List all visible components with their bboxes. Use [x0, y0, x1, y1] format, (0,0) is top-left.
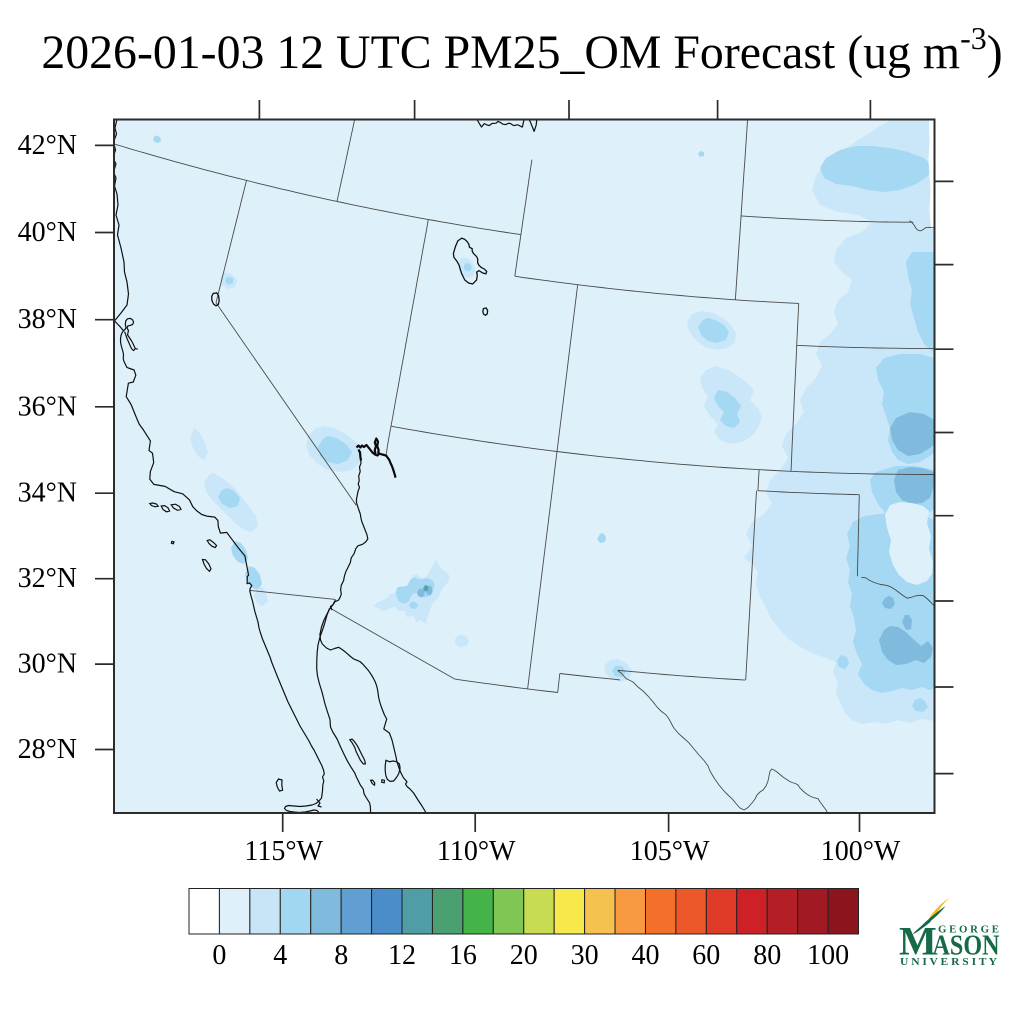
svg-text:28°N: 28°N	[18, 734, 77, 765]
svg-text:4: 4	[273, 940, 287, 971]
svg-text:100: 100	[807, 940, 849, 971]
svg-text:30: 30	[571, 940, 599, 971]
svg-text:60: 60	[692, 940, 720, 971]
svg-text:38°N: 38°N	[18, 304, 77, 335]
svg-text:110°W: 110°W	[437, 836, 516, 867]
svg-text:ASON: ASON	[933, 931, 1000, 962]
svg-text:80: 80	[753, 940, 781, 971]
svg-text:8: 8	[334, 940, 348, 971]
svg-text:115°W: 115°W	[244, 836, 323, 867]
svg-text:2026-01-03 12 UTC PM25_OM Fore: 2026-01-03 12 UTC PM25_OM Forecast (ug m…	[41, 20, 1002, 79]
svg-text:40°N: 40°N	[18, 217, 77, 248]
svg-text:M: M	[899, 919, 937, 964]
svg-text:32°N: 32°N	[18, 563, 77, 594]
svg-text:12: 12	[388, 940, 416, 971]
svg-text:36°N: 36°N	[18, 391, 77, 422]
svg-text:16: 16	[449, 940, 477, 971]
svg-text:34°N: 34°N	[18, 478, 77, 509]
svg-text:105°W: 105°W	[630, 836, 710, 867]
svg-text:0: 0	[212, 940, 226, 971]
svg-text:30°N: 30°N	[18, 649, 77, 680]
svg-text:U N I V E R S I T Y: U N I V E R S I T Y	[900, 957, 997, 968]
svg-text:42°N: 42°N	[18, 130, 77, 161]
svg-text:G E O R G E: G E O R G E	[938, 925, 999, 936]
svg-text:100°W: 100°W	[821, 836, 901, 867]
svg-text:40: 40	[632, 940, 660, 971]
svg-text:20: 20	[510, 940, 538, 971]
